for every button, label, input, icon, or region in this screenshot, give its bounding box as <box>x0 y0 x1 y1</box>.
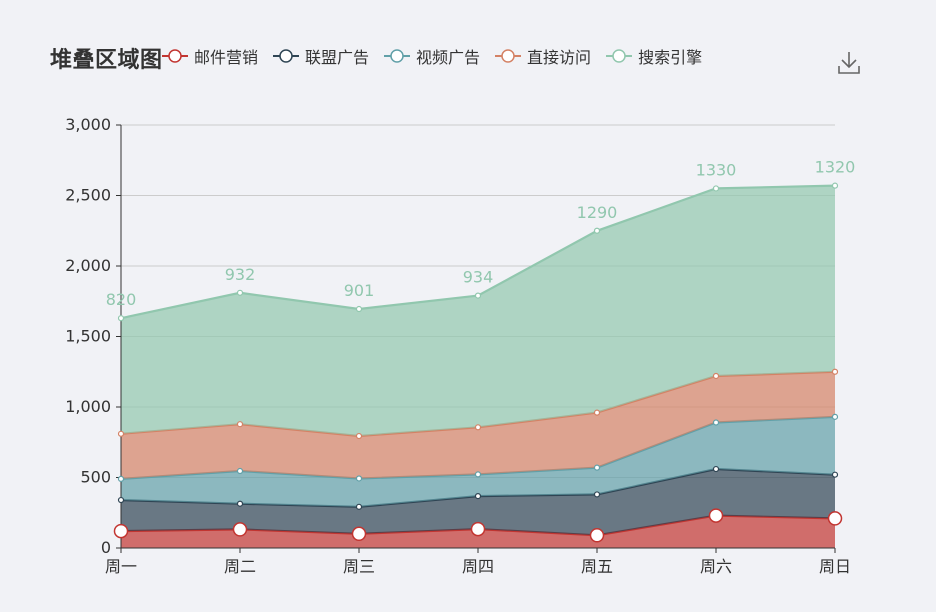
data-point <box>236 500 244 507</box>
legend-item-email[interactable]: 邮件营销 <box>162 44 258 68</box>
data-point <box>708 508 724 523</box>
series-area <box>121 416 835 507</box>
data-label: 1290 <box>577 203 618 222</box>
legend-marker-icon <box>384 49 411 63</box>
legend-item-search[interactable]: 搜索引擎 <box>606 44 702 68</box>
legend-label: 搜索引擎 <box>638 48 703 67</box>
data-point <box>593 227 601 234</box>
data-point <box>355 432 363 440</box>
data-point <box>351 526 367 542</box>
data-point <box>117 475 125 483</box>
data-point <box>355 503 363 510</box>
data-point <box>117 496 125 504</box>
x-tick-label: 周二 <box>224 557 256 576</box>
series-area <box>121 185 835 436</box>
data-point <box>831 471 839 478</box>
y-tick-label: 0 <box>101 538 111 557</box>
x-tick-label: 周四 <box>462 557 494 576</box>
y-tick-label: 1,000 <box>65 397 111 416</box>
data-point <box>712 419 720 426</box>
x-tick-label: 周六 <box>700 557 732 576</box>
y-tick-label: 3,000 <box>65 115 111 134</box>
data-point <box>831 182 839 189</box>
data-point <box>355 475 363 482</box>
y-tick-label: 500 <box>80 468 111 487</box>
data-point <box>117 430 125 437</box>
legend-label: 直接访问 <box>527 48 592 67</box>
data-point <box>232 522 248 537</box>
download-icon <box>838 52 860 74</box>
legend-item-direct[interactable]: 直接访问 <box>495 44 591 68</box>
x-tick-label: 周日 <box>819 557 851 576</box>
y-tick-label: 2,000 <box>65 256 111 275</box>
y-tick-label: 1,500 <box>65 327 111 346</box>
data-label: 901 <box>344 281 375 300</box>
data-point <box>117 315 125 322</box>
data-point <box>236 421 244 428</box>
data-point <box>474 493 482 500</box>
series-area <box>121 371 835 479</box>
legend-item-video[interactable]: 视频广告 <box>384 44 480 68</box>
data-point <box>827 511 843 526</box>
data-point <box>470 521 486 537</box>
x-tick-label: 周五 <box>581 557 613 576</box>
data-point <box>593 464 601 471</box>
legend: 邮件营销 联盟广告 视频广告 直接访问 搜索引擎 <box>162 44 717 68</box>
data-point <box>589 528 605 543</box>
data-label: 1330 <box>696 160 737 179</box>
legend-label: 视频广告 <box>416 48 481 67</box>
data-point <box>236 289 244 296</box>
legend-label: 联盟广告 <box>305 48 370 67</box>
data-label: 1320 <box>815 158 856 177</box>
data-point <box>474 292 482 299</box>
data-label: 934 <box>463 268 494 287</box>
data-point <box>355 305 363 313</box>
data-point <box>712 465 720 473</box>
legend-marker-icon <box>162 49 188 63</box>
legend-marker-icon <box>273 49 300 63</box>
save-image-button[interactable] <box>836 50 862 76</box>
data-point <box>831 368 839 375</box>
legend-marker-icon <box>495 49 522 63</box>
data-label: 820 <box>106 290 137 309</box>
data-point <box>593 491 601 498</box>
legend-item-affiliate[interactable]: 联盟广告 <box>273 44 369 68</box>
data-point <box>236 467 244 475</box>
data-label: 932 <box>225 265 256 284</box>
data-point <box>113 523 129 539</box>
data-point <box>712 185 720 192</box>
x-tick-label: 周三 <box>343 557 375 576</box>
legend-label: 邮件营销 <box>194 48 259 67</box>
x-tick-label: 周一 <box>105 557 137 576</box>
series-area <box>121 469 835 536</box>
y-tick-label: 2,500 <box>65 186 111 205</box>
chart-title: 堆叠区域图 <box>50 48 163 73</box>
data-point <box>831 413 839 420</box>
data-point <box>474 471 482 478</box>
data-point <box>593 409 601 416</box>
legend-marker-icon <box>606 49 633 63</box>
data-point <box>474 424 482 431</box>
data-point <box>712 372 720 380</box>
